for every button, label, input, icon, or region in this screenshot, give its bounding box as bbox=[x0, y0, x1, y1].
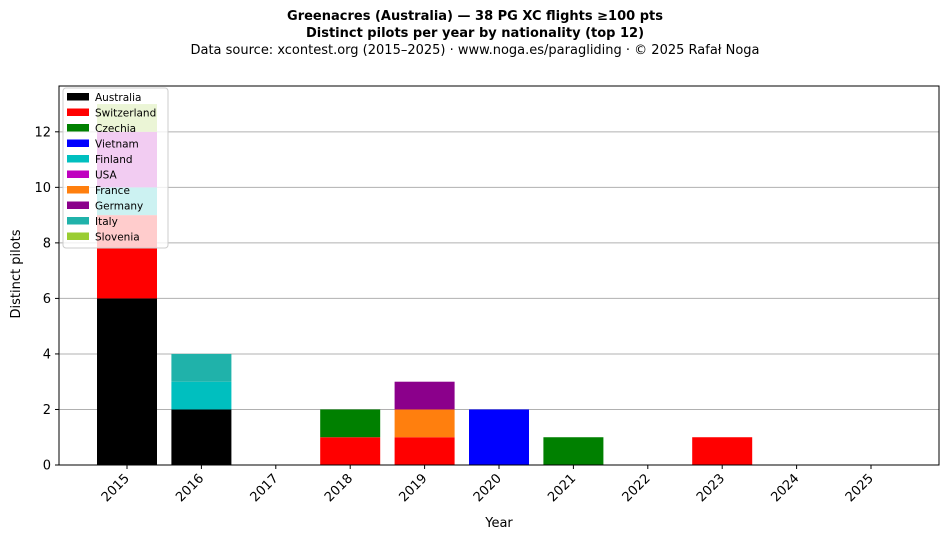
y-tick-label: 8 bbox=[43, 236, 51, 251]
bar-segment bbox=[97, 298, 157, 465]
legend-swatch bbox=[67, 201, 89, 209]
legend-entry: Czechia bbox=[95, 123, 136, 135]
chart-title: Greenacres (Australia) — 38 PG XC flight… bbox=[287, 9, 663, 24]
legend-entry: USA bbox=[95, 170, 118, 182]
bar-segment bbox=[543, 437, 604, 465]
legend-entry: Switzerland bbox=[95, 108, 156, 120]
chart-subtitle: Distinct pilots per year by nationality … bbox=[305, 26, 645, 41]
bar-segment bbox=[469, 409, 529, 465]
legend: Australia Switzerland Czechia Vietnam Finlan… bbox=[62, 87, 169, 249]
legend-swatch bbox=[67, 108, 89, 116]
chart-source: Data source: xcontest.org (2015–2025) · … bbox=[190, 43, 760, 58]
legend-entry: Australia bbox=[95, 92, 141, 104]
bar-segment bbox=[394, 409, 455, 438]
x-tick-label: 2019 bbox=[396, 471, 430, 505]
x-tick-label: 2021 bbox=[545, 471, 579, 505]
bar-segment bbox=[171, 381, 232, 410]
x-tick-label: 2023 bbox=[694, 471, 728, 505]
x-tick-label: 2025 bbox=[843, 471, 877, 505]
y-tick-label: 12 bbox=[34, 125, 51, 140]
legend-swatch bbox=[67, 170, 89, 178]
x-tick-label: 2018 bbox=[322, 471, 356, 505]
legend-entry: Italy bbox=[95, 216, 118, 228]
x-tick-label: 2015 bbox=[99, 471, 133, 505]
legend-swatch bbox=[67, 232, 89, 240]
legend-swatch bbox=[67, 139, 89, 147]
bar-segment bbox=[320, 437, 381, 465]
bar-stacks bbox=[97, 104, 753, 465]
legend-swatch bbox=[67, 155, 89, 163]
title-block: Greenacres (Australia) — 38 PG XC flight… bbox=[0, 8, 950, 59]
x-tick-label: 2020 bbox=[471, 471, 505, 505]
bar-segment bbox=[171, 409, 232, 465]
x-axis-label: Year bbox=[484, 516, 513, 531]
x-tick-label: 2022 bbox=[620, 471, 654, 505]
y-tick-label: 6 bbox=[43, 292, 51, 307]
y-tick-label: 0 bbox=[43, 459, 51, 474]
legend-swatch bbox=[67, 124, 89, 132]
legend-swatch bbox=[67, 217, 89, 225]
legend-entry: Germany bbox=[95, 201, 143, 213]
x-tick-label: 2024 bbox=[768, 471, 802, 505]
legend-entry: France bbox=[95, 185, 130, 197]
y-tick-label: 10 bbox=[34, 181, 51, 196]
x-tick-label: 2016 bbox=[173, 471, 207, 505]
legend-entry: Vietnam bbox=[95, 139, 139, 151]
legend-box bbox=[62, 87, 169, 249]
bar-segment bbox=[320, 409, 381, 438]
legend-entry: Slovenia bbox=[95, 232, 140, 244]
y-axis: 0 2 4 6 8 10 12 bbox=[34, 125, 59, 474]
bar-segment bbox=[692, 437, 753, 465]
legend-swatch bbox=[67, 93, 89, 101]
y-tick-label: 4 bbox=[43, 347, 51, 362]
legend-entry: Finland bbox=[95, 154, 133, 166]
legend-swatch bbox=[67, 186, 89, 194]
y-axis-label: Distinct pilots bbox=[9, 229, 24, 318]
y-tick-label: 2 bbox=[43, 403, 51, 418]
bar-segment bbox=[394, 381, 455, 410]
x-axis: 2015 2016 2017 2018 2019 2020 2021 2022 2023 2024… bbox=[99, 465, 877, 505]
bar-segment bbox=[394, 437, 455, 465]
x-tick-label: 2017 bbox=[248, 471, 282, 505]
bar-segment bbox=[171, 353, 232, 382]
